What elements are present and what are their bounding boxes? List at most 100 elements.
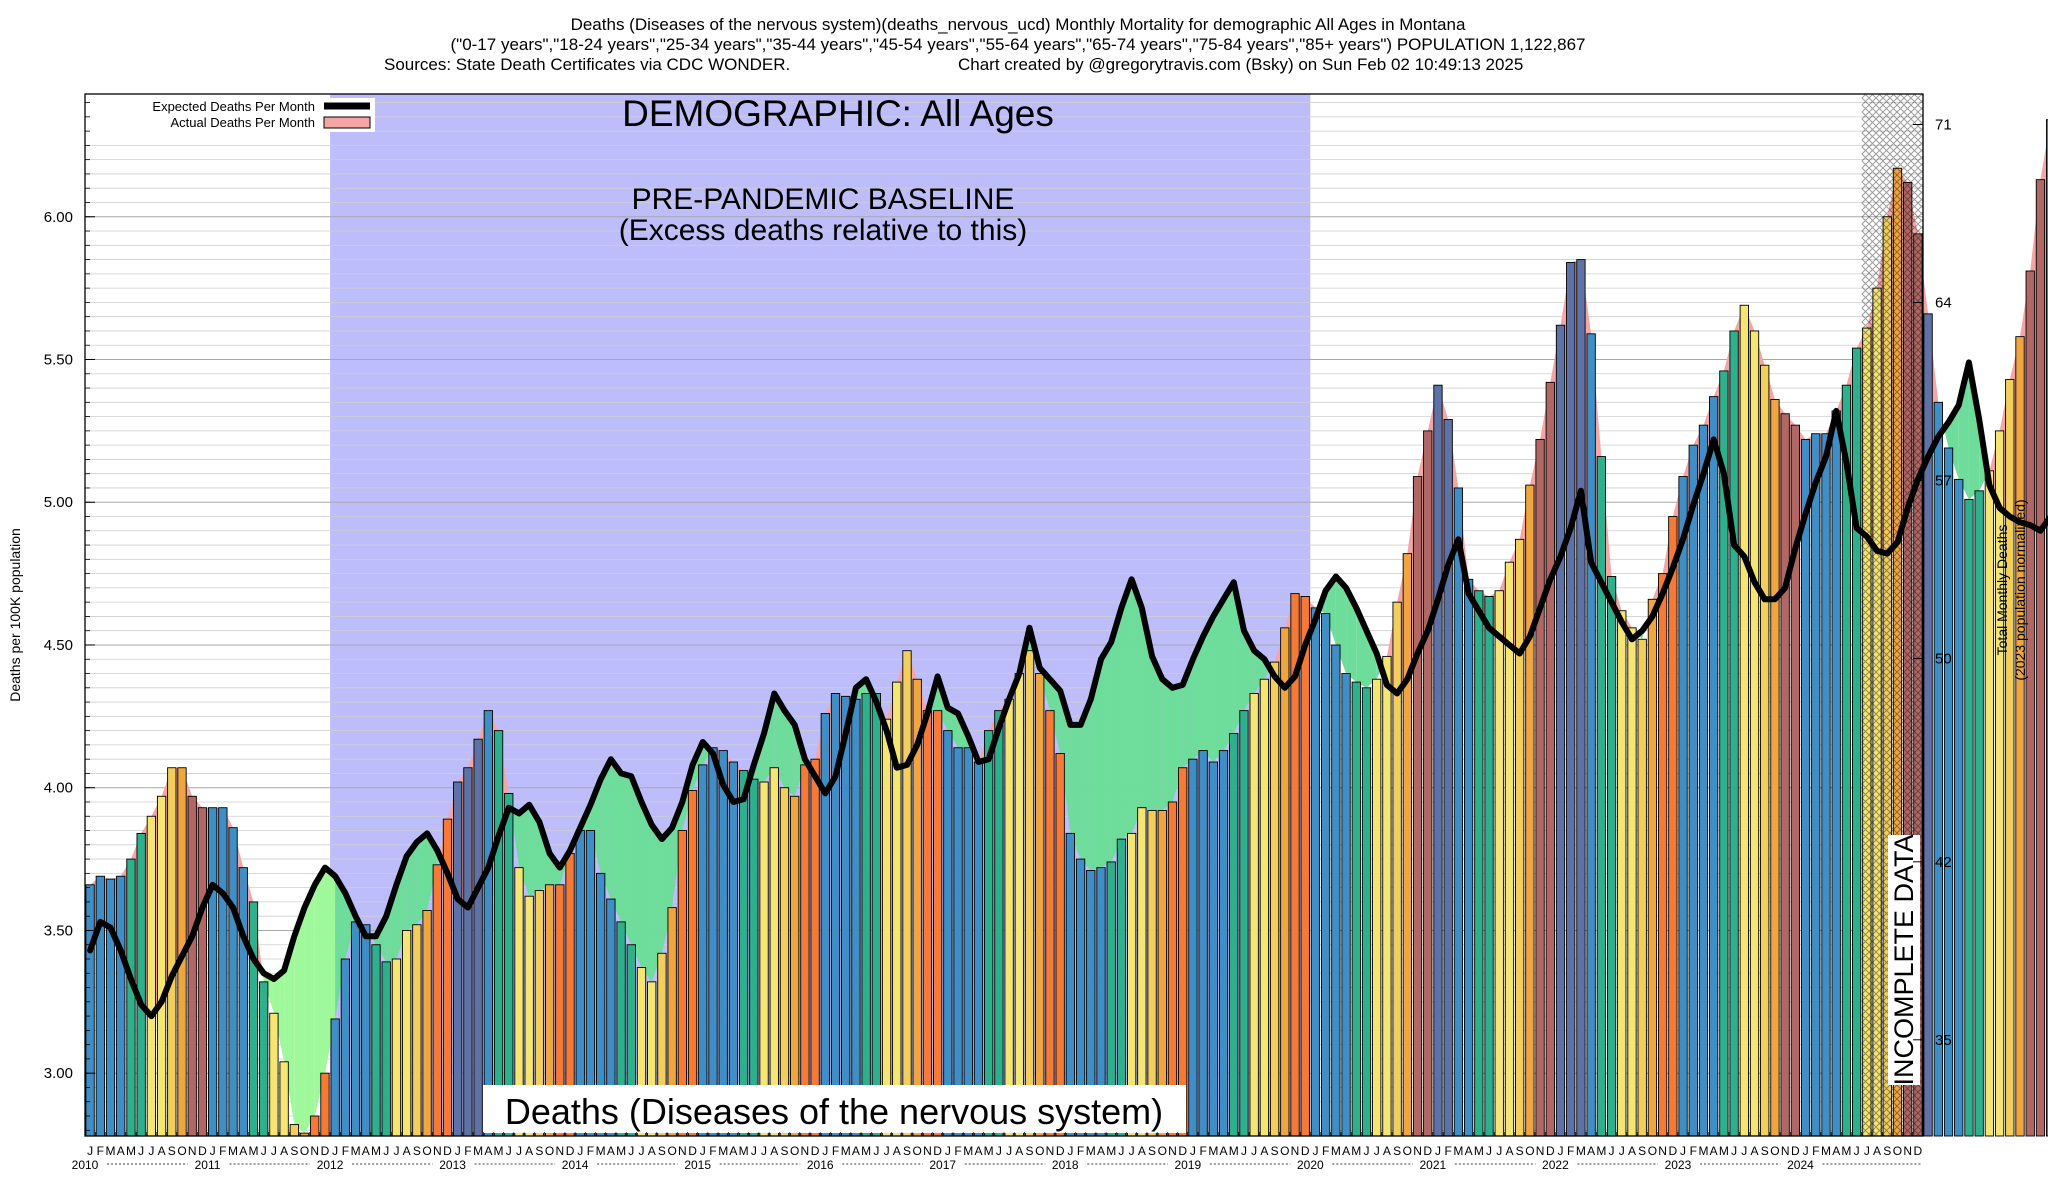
month-bar <box>483 710 493 1137</box>
x-month-label: M <box>1086 1144 1096 1158</box>
month-bar <box>1984 470 1995 1137</box>
month-bar <box>473 738 483 1137</box>
header-line-1: Deaths (Diseases of the nervous system)(… <box>571 15 1466 34</box>
month-bar <box>1647 598 1658 1137</box>
month-bar <box>1014 673 1024 1137</box>
x-month-label: M <box>106 1144 116 1158</box>
x-year-label-bg <box>65 1158 105 1171</box>
month-bar <box>1811 433 1821 1137</box>
x-month-label: J <box>1374 1144 1380 1158</box>
x-month-label: F <box>97 1144 104 1158</box>
deficit-area <box>1141 607 1153 811</box>
x-month-label: S <box>1271 1144 1279 1158</box>
month-bar <box>1821 433 1831 1137</box>
month-bar <box>1239 710 1249 1137</box>
month-bar <box>238 867 248 1137</box>
month-bar <box>310 1115 320 1137</box>
month-bar <box>1800 438 1811 1137</box>
x-month-label: J <box>945 1144 951 1158</box>
month-bar <box>1218 750 1229 1137</box>
x-month-label: A <box>1220 1144 1228 1158</box>
x-month-label: D <box>443 1144 452 1158</box>
month-bar <box>1943 447 1954 1137</box>
month-bar <box>841 695 851 1137</box>
x-year-label-bg <box>922 1158 963 1171</box>
month-bar <box>2035 179 2046 1137</box>
x-month-label: F <box>1690 1144 1697 1158</box>
x-month-label: M <box>1106 1144 1116 1158</box>
deficit-area <box>406 841 417 931</box>
x-month-label: D <box>1423 1144 1432 1158</box>
x-month-label: J <box>1803 1144 1809 1158</box>
x-month-label: F <box>832 1144 839 1158</box>
month-bar <box>932 710 943 1137</box>
deficit-area <box>1080 699 1091 871</box>
x-month-label: J <box>271 1144 277 1158</box>
month-bar <box>279 1061 289 1137</box>
month-bar <box>1310 607 1321 1137</box>
x-year-label-bg <box>1290 1158 1331 1171</box>
month-bar <box>1678 476 1688 1137</box>
x-month-label: M <box>248 1144 258 1158</box>
x-month-label: O <box>1525 1144 1534 1158</box>
x-year-label-bg <box>800 1158 841 1171</box>
month-bar <box>320 1072 330 1137</box>
x-month-label: S <box>780 1144 788 1158</box>
x-month-label: A <box>280 1144 288 1158</box>
x-month-label: J <box>393 1144 399 1158</box>
y2-tick-label: 50 <box>1935 650 1952 667</box>
month-bar <box>422 910 432 1137</box>
x-month-label: N <box>1536 1144 1545 1158</box>
x-year-label: 2019 <box>1174 1158 1201 1172</box>
y2-axis-title-line-2: (2023 population normalized) <box>2012 499 2028 680</box>
x-month-label: S <box>658 1144 666 1158</box>
x-month-label: O <box>300 1144 309 1158</box>
deficit-area <box>416 833 428 925</box>
x-month-label: A <box>729 1144 737 1158</box>
x-month-label: A <box>1342 1144 1350 1158</box>
x-month-label: M <box>1331 1144 1341 1158</box>
x-month-label: J <box>87 1144 93 1158</box>
month-bar <box>350 921 361 1137</box>
month-bar <box>1269 661 1280 1137</box>
x-month-label: J <box>332 1144 338 1158</box>
month-bar <box>1566 261 1576 1137</box>
x-month-label: S <box>1883 1144 1891 1158</box>
month-bar <box>1423 430 1433 1137</box>
x-year-label: 2010 <box>72 1158 99 1172</box>
x-month-label: M <box>1698 1144 1708 1158</box>
x-month-label: F <box>1199 1144 1206 1158</box>
x-month-label: F <box>709 1144 716 1158</box>
month-bar <box>126 858 136 1137</box>
x-year-label-bg <box>1045 1158 1086 1171</box>
month-bar <box>1280 627 1290 1137</box>
month-bar <box>1321 613 1331 1137</box>
x-month-label: A <box>1751 1144 1759 1158</box>
x-month-label: J <box>1486 1144 1492 1158</box>
x-month-label: J <box>577 1144 583 1158</box>
month-bar <box>2015 336 2025 1137</box>
x-year-label-bg <box>187 1158 228 1171</box>
month-bar <box>1453 487 1464 1137</box>
x-month-label: S <box>1148 1144 1156 1158</box>
x-month-label: S <box>413 1144 421 1158</box>
y2-tick-label: 42 <box>1935 854 1952 871</box>
deficit-area <box>1131 579 1142 834</box>
month-bar <box>1688 444 1698 1137</box>
y2-axis-title-line-1: Total Monthly Deaths <box>1994 525 2010 656</box>
x-month-label: M <box>1821 1144 1831 1158</box>
month-bar <box>1780 413 1790 1137</box>
deficit-area <box>510 808 519 868</box>
month-bar <box>248 901 259 1137</box>
month-bar <box>1698 424 1709 1137</box>
y-tick-label: 5.50 <box>44 351 73 368</box>
x-month-label: A <box>362 1144 370 1158</box>
deficit-area <box>427 833 438 911</box>
x-month-label: F <box>587 1144 594 1158</box>
x-month-label: F <box>1567 1144 1574 1158</box>
month-bar <box>1463 578 1474 1137</box>
month-bar <box>1709 396 1719 1137</box>
x-year-label-bg <box>432 1158 473 1171</box>
month-bar <box>1382 655 1392 1137</box>
